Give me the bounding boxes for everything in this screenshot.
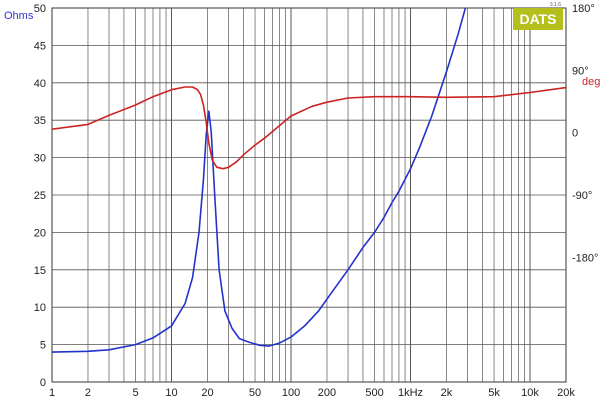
y-left-tick-label: 20 — [34, 227, 46, 239]
x-tick-label: 2k — [441, 387, 453, 399]
series-layer — [52, 8, 566, 353]
x-tick-label: 500 — [365, 387, 383, 399]
grid-lines — [51, 7, 567, 383]
y-left-tick-label: 35 — [34, 115, 46, 127]
brand-name: DATS — [519, 11, 556, 27]
y-left-tick-label: 45 — [34, 40, 46, 52]
right-axis-unit: deg — [582, 76, 600, 88]
x-tick-label: 20k — [557, 387, 575, 399]
brand-version: 3.1.6 — [550, 2, 561, 8]
x-tick-label: 100 — [282, 387, 300, 399]
x-tick-labels: 1 2 5 10 20 50 100 200 500 1kHz 2k 5k 10k 20k — [49, 387, 575, 399]
brand-background — [513, 8, 563, 30]
y-right-tick-labels: 180° 90° 0 -90° -180° — [572, 3, 598, 264]
x-tick-label: 10 — [165, 387, 177, 399]
y-right-tick-label: -90° — [572, 190, 592, 202]
x-tick-label: 20 — [201, 387, 213, 399]
brand-badge: DATS 3.1.6 — [513, 2, 563, 30]
phase-curve — [52, 86, 566, 170]
y-right-tick-label: 90° — [572, 65, 589, 77]
left-axis-unit: Ohms — [4, 10, 34, 22]
y-left-tick-label: 10 — [34, 302, 46, 314]
x-tick-label: 50 — [249, 387, 261, 399]
y-left-tick-label: 25 — [34, 190, 46, 202]
impedance-curve — [52, 8, 467, 353]
y-right-tick-label: 0 — [572, 128, 578, 140]
x-tick-label: 5 — [132, 387, 138, 399]
x-tick-label: 200 — [318, 387, 336, 399]
y-left-tick-label: 15 — [34, 265, 46, 277]
y-left-tick-label: 0 — [40, 377, 46, 389]
y-left-tick-label: 5 — [40, 340, 46, 352]
x-tick-label: 2 — [85, 387, 91, 399]
y-left-tick-label: 50 — [34, 3, 46, 15]
x-tick-label: 1 — [49, 387, 55, 399]
x-tick-label: 5k — [488, 387, 500, 399]
y-left-tick-labels: 0 5 10 15 20 25 30 35 40 45 50 — [34, 3, 46, 389]
y-right-tick-label: 180° — [572, 3, 595, 15]
y-left-tick-label: 30 — [34, 153, 46, 165]
x-tick-label: 1kHz — [398, 387, 423, 399]
x-tick-label: 10k — [521, 387, 539, 399]
y-right-tick-label: -180° — [572, 252, 598, 264]
y-left-tick-label: 40 — [34, 78, 46, 90]
